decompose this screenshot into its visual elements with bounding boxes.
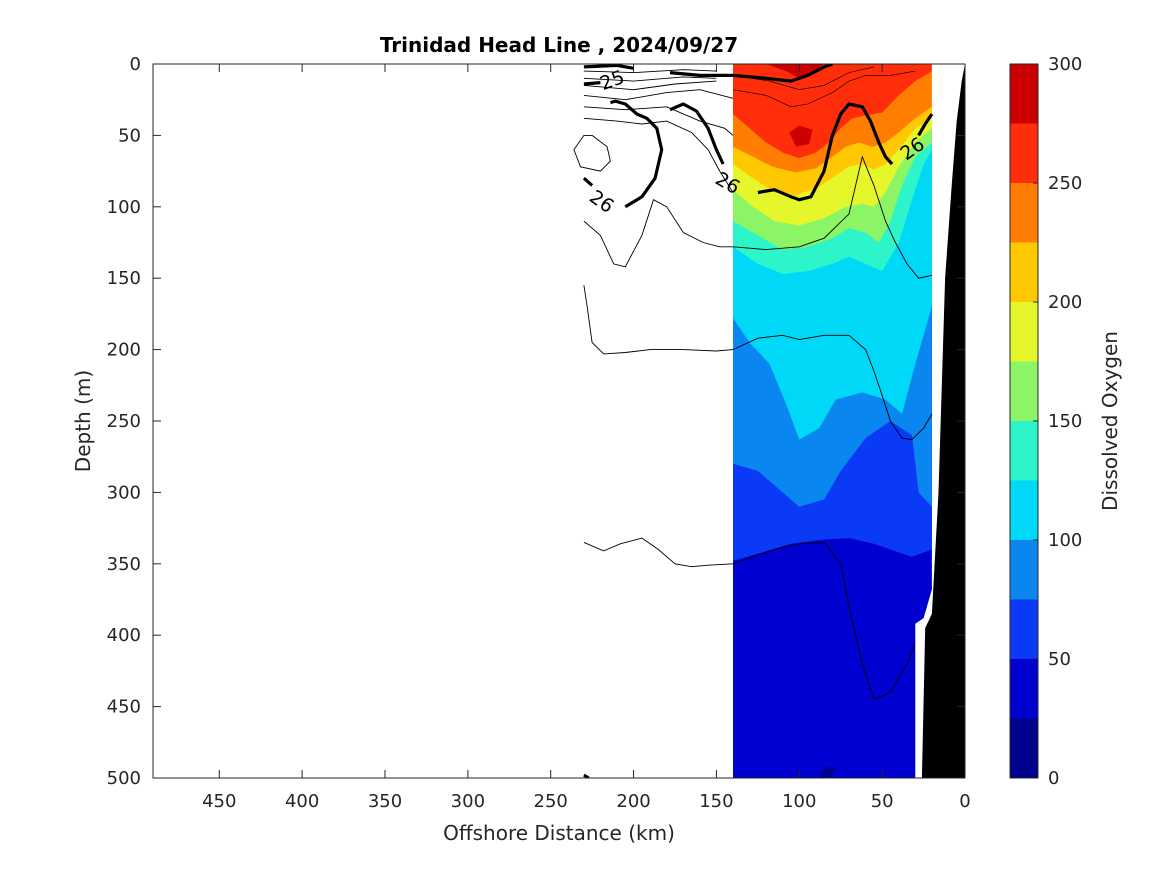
x-tick-label: 300	[451, 791, 485, 812]
colorbar-label: Dissolved Oxygen	[1098, 331, 1122, 511]
colorbar-tick-label: 300	[1048, 54, 1082, 75]
colorbar-segment	[1010, 361, 1038, 421]
y-tick-label: 350	[107, 554, 141, 575]
density-contour-thin	[583, 89, 734, 101]
colorbar-segment	[1010, 183, 1038, 243]
y-tick-label: 50	[118, 125, 141, 146]
y-tick-label: 450	[107, 697, 141, 718]
y-tick-label: 300	[107, 482, 141, 503]
density-contour-thin	[583, 69, 717, 74]
oxygen-band-max-core	[789, 125, 813, 147]
colorbar-segment	[1010, 599, 1038, 659]
density-contour-thin	[583, 80, 717, 91]
density-contour-thick	[757, 102, 894, 202]
oxygen-fill-layers	[732, 64, 932, 778]
x-tick-label: 150	[699, 791, 733, 812]
seafloor	[921, 64, 965, 778]
x-tick-label: 200	[616, 791, 650, 812]
colorbar-segment	[1010, 540, 1038, 600]
density-contour-thin	[583, 285, 933, 441]
colorbar-segment	[1010, 480, 1038, 540]
density-contour-thick	[669, 64, 833, 83]
chart-title: Trinidad Head Line , 2024/09/27	[380, 33, 738, 57]
x-tick-label: 350	[368, 791, 402, 812]
density-contour-thin	[583, 106, 734, 136]
x-tick-label: 400	[285, 791, 319, 812]
x-tick-label: 100	[782, 791, 816, 812]
x-tick-label: 250	[534, 791, 568, 812]
density-contour-thin	[583, 537, 920, 701]
y-tick-label: 100	[107, 197, 141, 218]
x-tick-label: 50	[871, 791, 894, 812]
colorbar-tick-label: 200	[1048, 292, 1082, 313]
colorbar-segment	[1010, 302, 1038, 362]
density-contour-thin	[583, 155, 932, 279]
oxygen-contour-line	[732, 66, 874, 91]
colorbar-tick-label: 100	[1048, 530, 1082, 551]
colorbar-tick-label: 250	[1048, 173, 1082, 194]
x-tick-label: 450	[202, 791, 236, 812]
oxygen-band-max-top	[733, 64, 825, 79]
colorbar-segment	[1010, 659, 1038, 719]
y-tick-label: 400	[107, 625, 141, 646]
y-axis-label: Depth (m)	[71, 370, 95, 472]
colorbar-segment	[1010, 421, 1038, 481]
bathymetry	[583, 64, 965, 778]
colorbar-segment	[1010, 242, 1038, 302]
colorbar-segment	[1010, 64, 1038, 124]
colorbar-segment	[1010, 123, 1038, 183]
y-tick-label: 200	[107, 340, 141, 361]
oxygen-band-9	[733, 64, 932, 159]
y-tick-label: 0	[130, 54, 141, 75]
y-tick-label: 500	[107, 768, 141, 789]
colorbar-segment	[1010, 718, 1038, 778]
density-contour-thick	[582, 176, 594, 187]
colorbar: 0 50 100 150 200 250 300	[1009, 54, 1082, 789]
density-contour-thick	[583, 81, 601, 86]
x-axis-label: Offshore Distance (km)	[443, 821, 675, 845]
bathymetry-gap-top	[931, 64, 962, 122]
y-tick-label: 250	[107, 411, 141, 432]
density-contour-thin	[583, 76, 717, 82]
colorbar-tick-label: 50	[1048, 649, 1071, 670]
colorbar-tick-label: 150	[1048, 411, 1082, 432]
oxygen-band-min	[819, 766, 836, 778]
density-contours	[573, 64, 934, 701]
x-tick-label: 0	[959, 791, 970, 812]
y-axis-ticks: 0 50 100 150 200 250 300 350 400 450 500	[107, 54, 965, 789]
density-contour-thick	[583, 64, 634, 70]
density-contour-thick	[917, 113, 934, 137]
oxygen-contour-line	[732, 70, 916, 108]
density-contour-thin	[583, 117, 734, 193]
x-axis-ticks: 450 400 350 300 250 200 150 100 50 0	[202, 64, 971, 812]
colorbar-tick-label: 0	[1048, 768, 1059, 789]
density-contour-thin	[573, 134, 611, 172]
density-contour-thick	[669, 102, 725, 165]
y-tick-label: 150	[107, 268, 141, 289]
density-contour-thick	[609, 99, 664, 209]
